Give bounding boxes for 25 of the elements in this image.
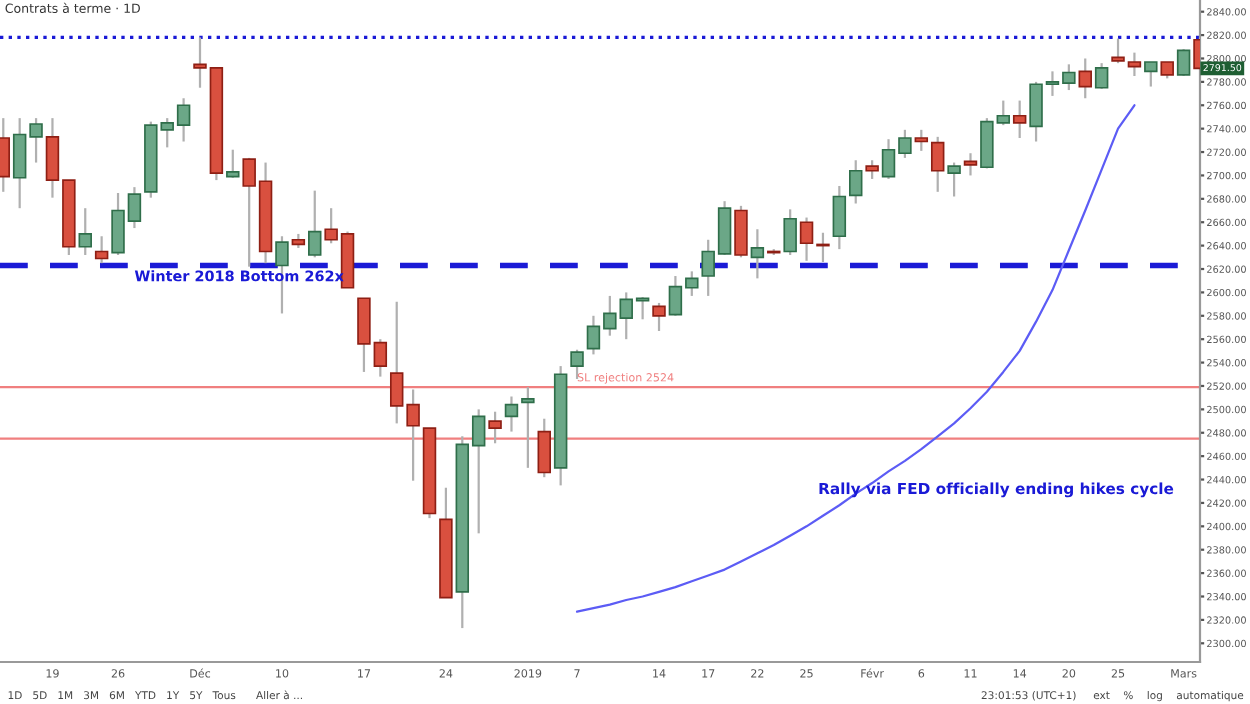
candlestick	[832, 184, 847, 251]
candlestick	[488, 410, 502, 445]
candlestick	[94, 235, 109, 265]
candlestick	[947, 161, 961, 198]
candlestick	[865, 159, 879, 181]
candlestick	[914, 128, 929, 152]
candlestick	[1176, 48, 1191, 78]
candlestick	[1094, 62, 1109, 90]
candlestick	[78, 207, 92, 257]
candlestick	[1012, 99, 1027, 140]
candlestick	[521, 386, 535, 469]
candlestick	[504, 395, 519, 433]
candlestick	[1078, 57, 1092, 100]
candlestick	[226, 148, 240, 179]
candlestick	[799, 216, 814, 262]
candlestick	[537, 417, 551, 479]
candlestick	[1144, 60, 1158, 88]
candlestick	[783, 208, 797, 257]
candlestick	[734, 204, 748, 259]
candlestick	[750, 228, 765, 280]
candlestick	[963, 152, 978, 177]
candlestick	[930, 135, 945, 193]
candlestick	[652, 301, 666, 333]
candlestick	[308, 189, 322, 259]
candlestick	[849, 159, 863, 205]
